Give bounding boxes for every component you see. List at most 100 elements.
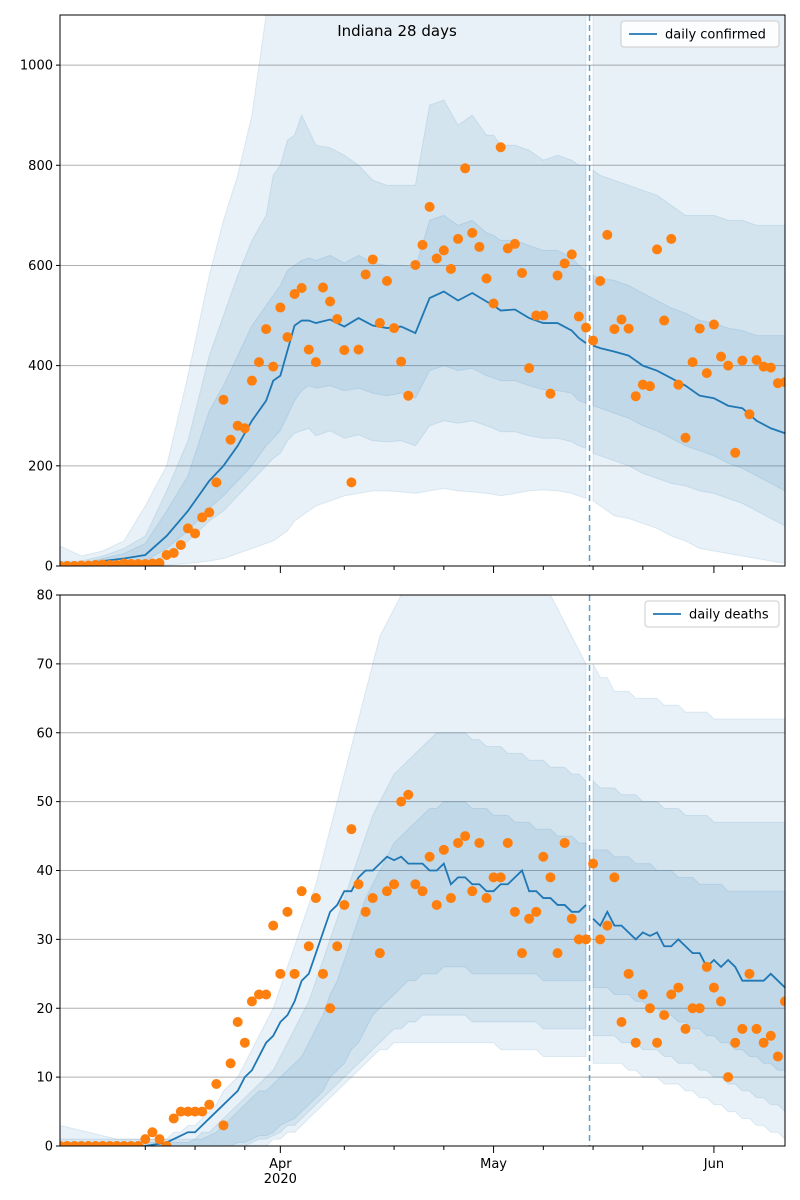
observed-point	[389, 879, 400, 890]
observed-point	[531, 906, 542, 917]
observed-point	[524, 913, 535, 924]
observed-point	[765, 362, 776, 373]
fit-line	[60, 855, 587, 1146]
observed-point	[182, 1106, 193, 1117]
y-tick-label: 20	[36, 1002, 53, 1017]
observed-point	[488, 298, 499, 309]
observed-point	[403, 789, 414, 800]
legend-label: daily deaths	[689, 608, 769, 623]
band-outer-forecast	[592, 663, 785, 1140]
observed-point	[204, 1099, 215, 1110]
legend-box	[644, 600, 780, 628]
legend-box	[620, 20, 780, 48]
observed-point	[246, 375, 257, 386]
observed-point	[630, 391, 641, 402]
observed-point	[716, 351, 727, 362]
y-tick-label: 50	[36, 795, 53, 810]
observed-point	[182, 523, 193, 534]
observed-point	[317, 282, 328, 293]
observed-point	[687, 1003, 698, 1014]
observed-point	[374, 948, 385, 959]
y-tick-label: 0	[45, 1140, 53, 1155]
observed-point	[381, 886, 392, 897]
observed-point	[254, 357, 265, 368]
y-tick-label: 0	[45, 560, 53, 575]
legend: daily deaths	[644, 600, 780, 628]
observed-point	[204, 507, 215, 518]
observed-point	[716, 996, 727, 1007]
observed-point	[765, 1030, 776, 1041]
observed-point	[531, 310, 542, 321]
observed-point	[424, 851, 435, 862]
observed-point	[261, 989, 272, 1000]
observed-point	[495, 872, 506, 883]
observed-point	[545, 872, 556, 883]
y-tick-label: 30	[36, 933, 53, 948]
observed-point	[417, 886, 428, 897]
observed-point	[360, 269, 371, 280]
band-mid-forecast	[592, 169, 785, 527]
observed-point	[666, 233, 677, 244]
observed-point	[154, 557, 165, 566]
observed-point	[502, 837, 513, 848]
observed-point	[218, 1120, 229, 1131]
observed-point	[488, 872, 499, 883]
observed-point	[346, 824, 357, 835]
observed-point	[708, 982, 719, 993]
observed-point	[623, 323, 634, 334]
y-tick-label: 400	[28, 359, 53, 374]
observed-point	[303, 941, 314, 952]
band-outer-forecast	[592, 15, 785, 565]
observed-point	[396, 796, 407, 807]
band-outer-fit	[60, 595, 587, 1146]
observed-point	[659, 1010, 670, 1021]
observed-point	[566, 913, 577, 924]
observed-point	[310, 893, 321, 904]
band-inner-fit	[60, 801, 587, 1146]
observed-point	[588, 335, 599, 346]
observed-point	[168, 1113, 179, 1124]
observed-point	[296, 282, 307, 293]
observed-point	[467, 886, 478, 897]
observed-point	[730, 1037, 741, 1048]
observed-point	[275, 302, 286, 313]
observed-point	[396, 356, 407, 367]
observed-point	[289, 968, 300, 979]
observed-point	[673, 379, 684, 390]
observed-point	[246, 996, 257, 1007]
observed-point	[524, 363, 535, 374]
y-tick-label: 40	[36, 864, 53, 879]
observed-point	[239, 423, 250, 434]
observed-point	[360, 906, 371, 917]
observed-point	[424, 201, 435, 212]
observed-point	[140, 1134, 151, 1145]
observed-point	[495, 142, 506, 153]
axes-frame	[59, 14, 786, 567]
observed-point	[502, 243, 513, 254]
observed-point	[623, 968, 634, 979]
observed-point	[573, 311, 584, 322]
observed-point	[481, 273, 492, 284]
observed-point	[673, 982, 684, 993]
y-tick-label: 800	[28, 159, 53, 174]
observed-point	[453, 233, 464, 244]
observed-points	[60, 142, 785, 566]
observed-point	[374, 318, 385, 329]
observed-point	[367, 893, 378, 904]
uncertainty-bands	[60, 15, 785, 566]
observed-point	[694, 1003, 705, 1014]
observed-point	[644, 381, 655, 392]
observed-point	[261, 324, 272, 335]
observed-point	[602, 229, 613, 240]
observed-point	[325, 1003, 336, 1014]
observed-point	[445, 263, 456, 274]
observed-point	[552, 948, 563, 959]
band-mid-fit	[60, 99, 587, 566]
observed-point	[381, 275, 392, 286]
x-year-label: 2020	[264, 1172, 297, 1187]
observed-point	[438, 844, 449, 855]
observed-point	[538, 310, 549, 321]
observed-point	[630, 1037, 641, 1048]
observed-point	[431, 899, 442, 910]
y-tick-label: 1000	[20, 59, 53, 74]
